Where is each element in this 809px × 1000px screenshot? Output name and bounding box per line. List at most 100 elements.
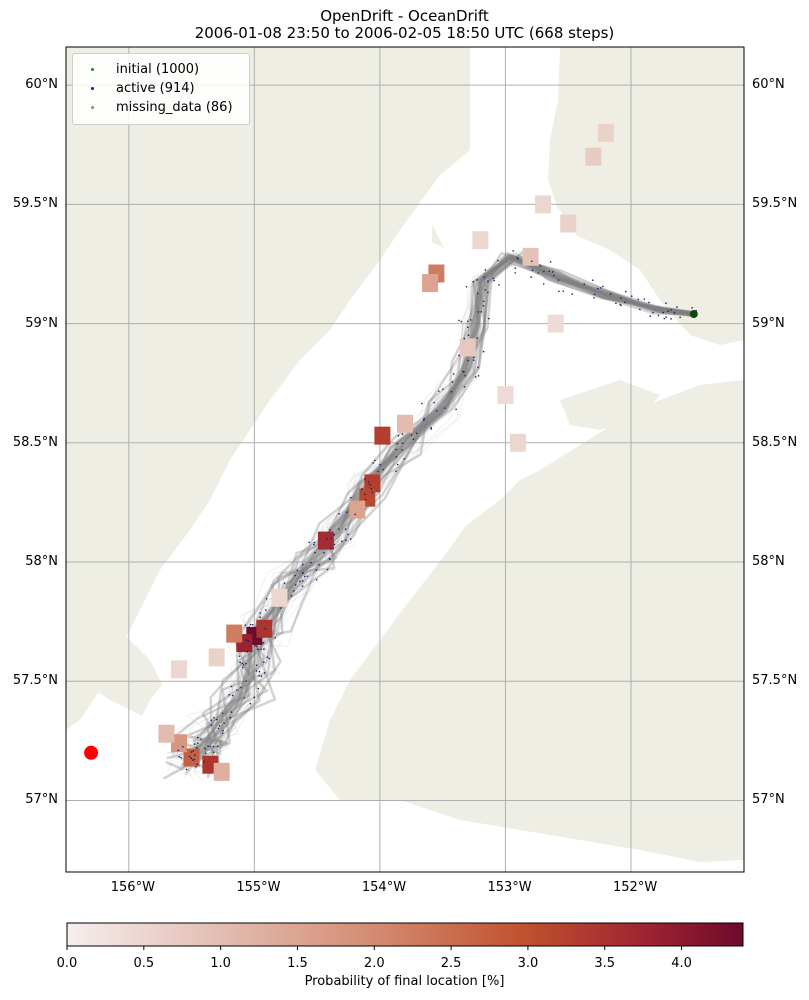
active-particle [364,493,366,496]
particle-trajectory [172,260,691,769]
active-particle [239,661,241,664]
colorbar-tick-label: 2.5 [440,956,462,971]
particle-trajectory [192,261,698,760]
active-particle [193,743,196,745]
active-particle [624,301,626,304]
active-particle [200,738,202,740]
active-particle [591,279,594,281]
lat-tick-label-right: 57.5°N [752,673,798,689]
active-particle [397,434,400,437]
active-particle [326,568,329,571]
active-particle [302,572,305,574]
particle-trajectory [184,258,697,775]
particle-trajectory [167,260,697,756]
active-particle [222,729,224,732]
active-particle [262,641,265,644]
particle-trajectory [187,256,694,760]
active-particle [346,511,348,514]
active-particle [472,359,475,362]
heatmap-cell [585,147,602,166]
active-particle [212,751,215,754]
colorbar [66,922,744,947]
active-particle [294,584,297,586]
active-particle [484,289,487,291]
active-particle [593,296,595,299]
active-particle [497,259,499,262]
active-particle [204,752,207,755]
active-particle [542,283,545,285]
active-particle [207,745,209,747]
active-particle [673,312,676,314]
active-particle [258,675,261,677]
active-particle [553,274,555,277]
particle-trajectory [190,259,691,762]
active-particle [195,765,197,768]
active-particle [254,645,256,647]
active-particle [662,311,664,314]
active-particle [463,385,466,388]
active-particle [602,285,604,288]
map-plot-area [66,47,744,872]
active-particle [217,727,220,730]
active-particle [245,680,248,682]
active-particle [530,260,533,263]
colorbar-tick-label: 2.0 [363,956,385,971]
particle-trajectory [193,258,696,782]
active-particle [333,533,336,536]
particle-trajectory [188,254,695,760]
active-particle [221,712,224,714]
active-particle [562,290,565,292]
particle-trajectory [196,260,693,762]
active-particle [676,306,678,308]
active-particle [512,250,514,252]
active-particle [477,311,480,313]
active-particle [318,564,320,566]
active-particle [228,694,230,696]
active-particle [372,462,374,464]
map-subtitle: 2006-01-08 23:50 to 2006-02-05 18:50 UTC… [194,24,615,42]
particle-trajectory [192,254,691,755]
active-particle [438,390,440,392]
active-particle [185,768,188,771]
active-particle [177,749,179,752]
active-particle [421,402,423,405]
active-particle [620,297,622,299]
particle-trajectory [189,255,694,756]
active-particle [290,594,293,597]
legend-item-active: active (914) [83,79,195,97]
lat-tick-label-right: 59.5°N [752,196,798,212]
heatmap-cell [459,338,476,357]
active-particle [670,309,672,311]
active-particle [474,376,477,378]
active-particle [665,316,667,318]
active-particle [477,366,479,369]
particle-trajectory [202,254,696,757]
active-particle [217,745,219,748]
active-particle [249,623,252,626]
active-particle [476,337,479,339]
lat-tick-label-right: 60°N [752,77,785,93]
heatmap-cell [271,588,288,607]
heatmap-cell [560,214,577,233]
trajectory-layer [162,249,699,782]
heatmap-cell [158,724,175,743]
active-particle [248,626,251,628]
active-particle [410,434,413,436]
active-particle [487,317,490,320]
active-particle [242,664,245,666]
active-particle [593,293,596,296]
active-particle [197,742,199,744]
active-particle [379,463,381,466]
particle-trajectory [184,261,691,779]
active-particle [265,597,268,600]
active-particle [679,316,681,319]
lat-tick-label-left: 59.5°N [12,196,58,212]
particle-trajectory [167,256,697,766]
active-particle [487,280,489,283]
particle-trajectory [180,256,693,769]
lat-tick-label-left: 58°N [25,554,58,570]
active-particle [549,261,552,263]
legend-label-missing-data: missing_data (86) [116,99,233,115]
active-particle [330,537,333,540]
particle-trajectory [168,253,696,766]
